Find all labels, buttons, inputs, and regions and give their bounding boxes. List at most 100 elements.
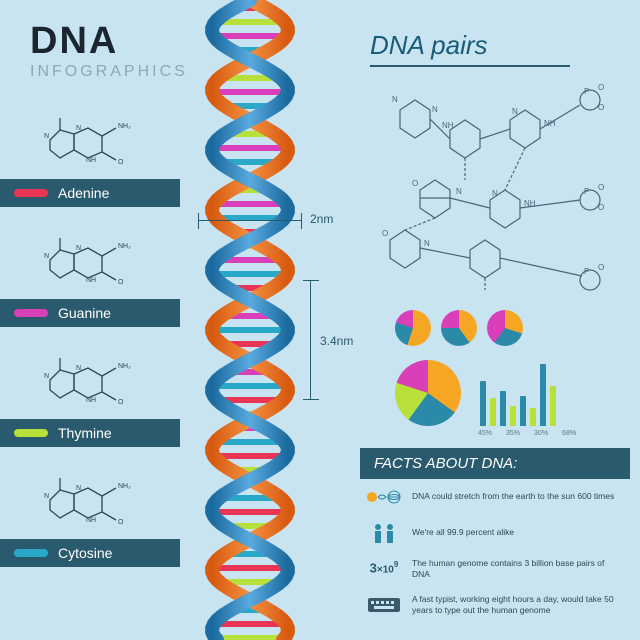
title-main: DNA xyxy=(30,20,188,63)
svg-text:O: O xyxy=(598,203,604,212)
svg-text:O: O xyxy=(598,83,604,92)
base-label: Adenine xyxy=(0,179,180,207)
svg-text:O: O xyxy=(382,229,388,238)
svg-text:NH: NH xyxy=(86,277,96,284)
bar xyxy=(480,381,486,426)
people-icon xyxy=(366,522,402,544)
svg-text:P: P xyxy=(584,267,589,276)
fact-row: A fast typist, working eight hours a day… xyxy=(360,587,630,623)
svg-text:O: O xyxy=(118,519,124,526)
fact-text: A fast typist, working eight hours a day… xyxy=(412,594,624,616)
bar-label: 68% xyxy=(562,430,576,437)
base-thymine: NH₂ O N N NH Thymine xyxy=(0,350,180,447)
title-sub: INFOGRAPHICS xyxy=(30,63,188,81)
svg-text:NH: NH xyxy=(544,119,556,128)
base-name: Adenine xyxy=(58,185,109,201)
svg-text:NH: NH xyxy=(86,517,96,524)
svg-text:N: N xyxy=(44,253,49,260)
dim-width: 2nm xyxy=(198,220,302,221)
fact-row: We're all 99.9 percent alike xyxy=(360,515,630,551)
svg-text:N: N xyxy=(512,107,518,116)
svg-text:NH₂: NH₂ xyxy=(118,483,131,490)
bar xyxy=(550,386,556,426)
svg-text:N: N xyxy=(44,133,49,140)
base-label: Guanine xyxy=(0,299,180,327)
formula-icon: 3×109 xyxy=(366,558,402,580)
svg-text:O: O xyxy=(118,159,124,166)
fact-row: DNA could stretch from the earth to the … xyxy=(360,479,630,515)
svg-text:NH₂: NH₂ xyxy=(118,123,131,130)
large-pie-chart xyxy=(395,360,461,426)
chemical-structure-diagram: N N NH N NH O N N NH O N P P P O O O O O xyxy=(360,70,620,300)
bar-label: 45% xyxy=(478,430,492,437)
bar xyxy=(530,408,536,426)
pie-chart-icon xyxy=(441,310,477,346)
svg-text:N: N xyxy=(492,189,498,198)
color-pill-icon xyxy=(14,429,48,437)
svg-text:N: N xyxy=(424,239,430,248)
bar-label: 30% xyxy=(534,430,548,437)
fact-row: 3×109 The human genome contains 3 billion… xyxy=(360,551,630,587)
bar xyxy=(540,364,546,426)
svg-text:O: O xyxy=(412,179,418,188)
base-label: Cytosine xyxy=(0,539,180,567)
svg-text:O: O xyxy=(598,263,604,272)
color-pill-icon xyxy=(14,189,48,197)
svg-text:N: N xyxy=(76,125,81,132)
svg-text:NH: NH xyxy=(524,199,536,208)
svg-text:O: O xyxy=(598,183,604,192)
stretch-icon xyxy=(366,486,402,508)
svg-text:N: N xyxy=(392,95,398,104)
molecule-icon: NH₂ O N N NH xyxy=(30,350,150,410)
pie-chart-icon xyxy=(395,310,431,346)
mini-pie-charts xyxy=(395,310,523,346)
svg-text:P: P xyxy=(584,187,589,196)
bar xyxy=(510,406,516,426)
bar-chart xyxy=(480,360,556,426)
svg-text:NH: NH xyxy=(442,121,454,130)
svg-text:N: N xyxy=(76,485,81,492)
bar-label: 35% xyxy=(506,430,520,437)
base-name: Cytosine xyxy=(58,545,112,561)
svg-text:P: P xyxy=(584,87,589,96)
fact-text: The human genome contains 3 billion base… xyxy=(412,558,624,580)
svg-text:N: N xyxy=(76,245,81,252)
bar xyxy=(520,396,526,426)
bar-chart-labels: 45% 35% 30% 68% xyxy=(478,430,576,437)
svg-text:N: N xyxy=(432,105,438,114)
facts-panel: FACTS ABOUT DNA: DNA could stretch from … xyxy=(360,448,630,623)
base-label: Thymine xyxy=(0,419,180,447)
fact-text: DNA could stretch from the earth to the … xyxy=(412,491,624,502)
fact-text: We're all 99.9 percent alike xyxy=(412,527,624,538)
title-block: DNA INFOGRAPHICS xyxy=(30,20,188,81)
color-pill-icon xyxy=(14,549,48,557)
svg-text:O: O xyxy=(118,279,124,286)
bar xyxy=(500,391,506,426)
base-adenine: NH₂ O N N NH Adenine xyxy=(0,110,180,207)
pairs-title: DNA pairs xyxy=(370,30,570,67)
bar xyxy=(490,398,496,426)
svg-text:N: N xyxy=(44,493,49,500)
svg-text:N: N xyxy=(456,187,462,196)
svg-text:NH₂: NH₂ xyxy=(118,363,131,370)
facts-header: FACTS ABOUT DNA: xyxy=(360,448,630,479)
base-guanine: NH₂ O N N NH Guanine xyxy=(0,230,180,327)
svg-text:N: N xyxy=(76,365,81,372)
svg-text:NH: NH xyxy=(86,157,96,164)
base-name: Guanine xyxy=(58,305,111,321)
base-name: Thymine xyxy=(58,425,112,441)
svg-text:NH₂: NH₂ xyxy=(118,243,131,250)
dim-pitch: 3.4nm xyxy=(310,280,311,400)
molecule-icon: NH₂ O N N NH xyxy=(30,230,150,290)
svg-text:O: O xyxy=(598,103,604,112)
base-cytosine: NH₂ O N N NH Cytosine xyxy=(0,470,180,567)
dna-helix xyxy=(200,0,300,640)
keyboard-icon xyxy=(366,594,402,616)
pie-chart-icon xyxy=(487,310,523,346)
molecule-icon: NH₂ O N N NH xyxy=(30,110,150,170)
svg-text:N: N xyxy=(44,373,49,380)
molecule-icon: NH₂ O N N NH xyxy=(30,470,150,530)
svg-text:NH: NH xyxy=(86,397,96,404)
color-pill-icon xyxy=(14,309,48,317)
svg-text:O: O xyxy=(118,399,124,406)
